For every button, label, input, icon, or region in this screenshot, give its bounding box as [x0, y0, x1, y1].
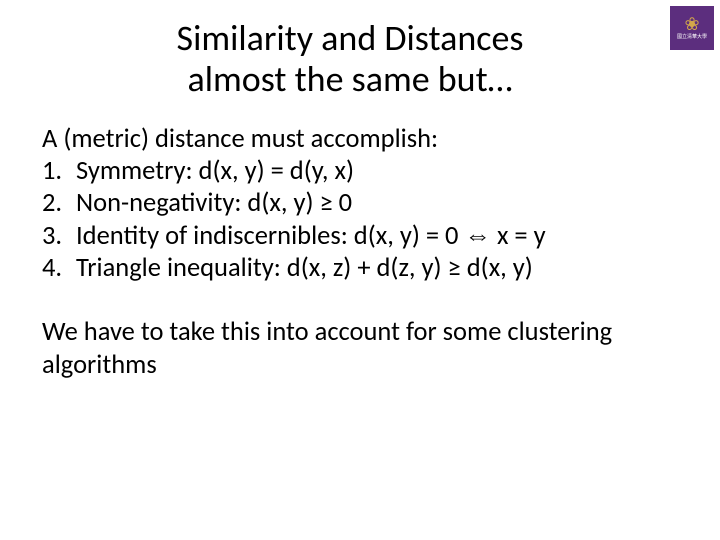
list-text: Identity of indiscernibles: d(x, y) = 0 …	[76, 220, 678, 252]
list-number: 2.	[42, 187, 76, 219]
slide-body: A (metric) distance must accomplish: 1. …	[0, 101, 720, 381]
logo-flower-icon: ❀	[684, 15, 699, 33]
list-text: Symmetry: d(x, y) = d(y, x)	[76, 155, 678, 187]
university-logo: ❀ 國立清華大學	[670, 6, 714, 50]
logo-caption: 國立清華大學	[677, 35, 707, 41]
list-item: 2. Non-negativity: d(x, y) ≥ 0	[42, 187, 678, 219]
list-text: Triangle inequality: d(x, z) + d(z, y) ≥…	[76, 252, 678, 284]
list-number: 4.	[42, 252, 76, 284]
list-item: 3. Identity of indiscernibles: d(x, y) =…	[42, 220, 678, 252]
axiom-list: 1. Symmetry: d(x, y) = d(y, x) 2. Non-ne…	[42, 155, 678, 284]
slide-title: Similarity and Distances almost the same…	[0, 0, 720, 101]
list-number: 1.	[42, 155, 76, 187]
list-text: Non-negativity: d(x, y) ≥ 0	[76, 187, 678, 219]
outro-text: We have to take this into account for so…	[42, 316, 678, 381]
list-item: 1. Symmetry: d(x, y) = d(y, x)	[42, 155, 678, 187]
list-item: 4. Triangle inequality: d(x, z) + d(z, y…	[42, 252, 678, 284]
list-number: 3.	[42, 220, 76, 252]
intro-text: A (metric) distance must accomplish:	[42, 123, 678, 155]
title-line-1: Similarity and Distances	[177, 16, 524, 60]
title-line-2: almost the same but…	[187, 57, 512, 101]
